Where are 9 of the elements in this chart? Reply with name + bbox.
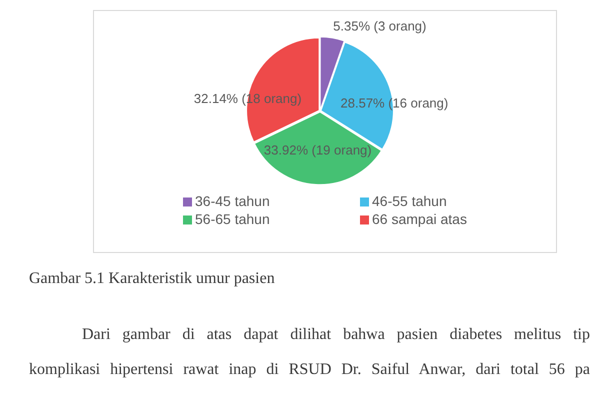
text: komplikasi hipertensi rawat inap di RSUD Dr. Saiful Anwar, dari total 56 pa: [29, 361, 590, 379]
legend-label: 36-45 tahun: [195, 192, 270, 209]
text: Dari gambar di atas dapat dilihat bahwa pasien diabetes melitus tip: [82, 326, 590, 344]
text: Gambar 5.1 Karakteristik umur pasien: [29, 270, 275, 288]
legend-label: 56-65 tahun: [195, 210, 270, 227]
data-label: 5.35% (3 orang): [333, 18, 426, 34]
data-label: 33.92% (19 orang): [264, 142, 372, 158]
legend-label: 66 sampai atas: [372, 210, 467, 227]
legend-label: 46-55 tahun: [372, 192, 447, 209]
